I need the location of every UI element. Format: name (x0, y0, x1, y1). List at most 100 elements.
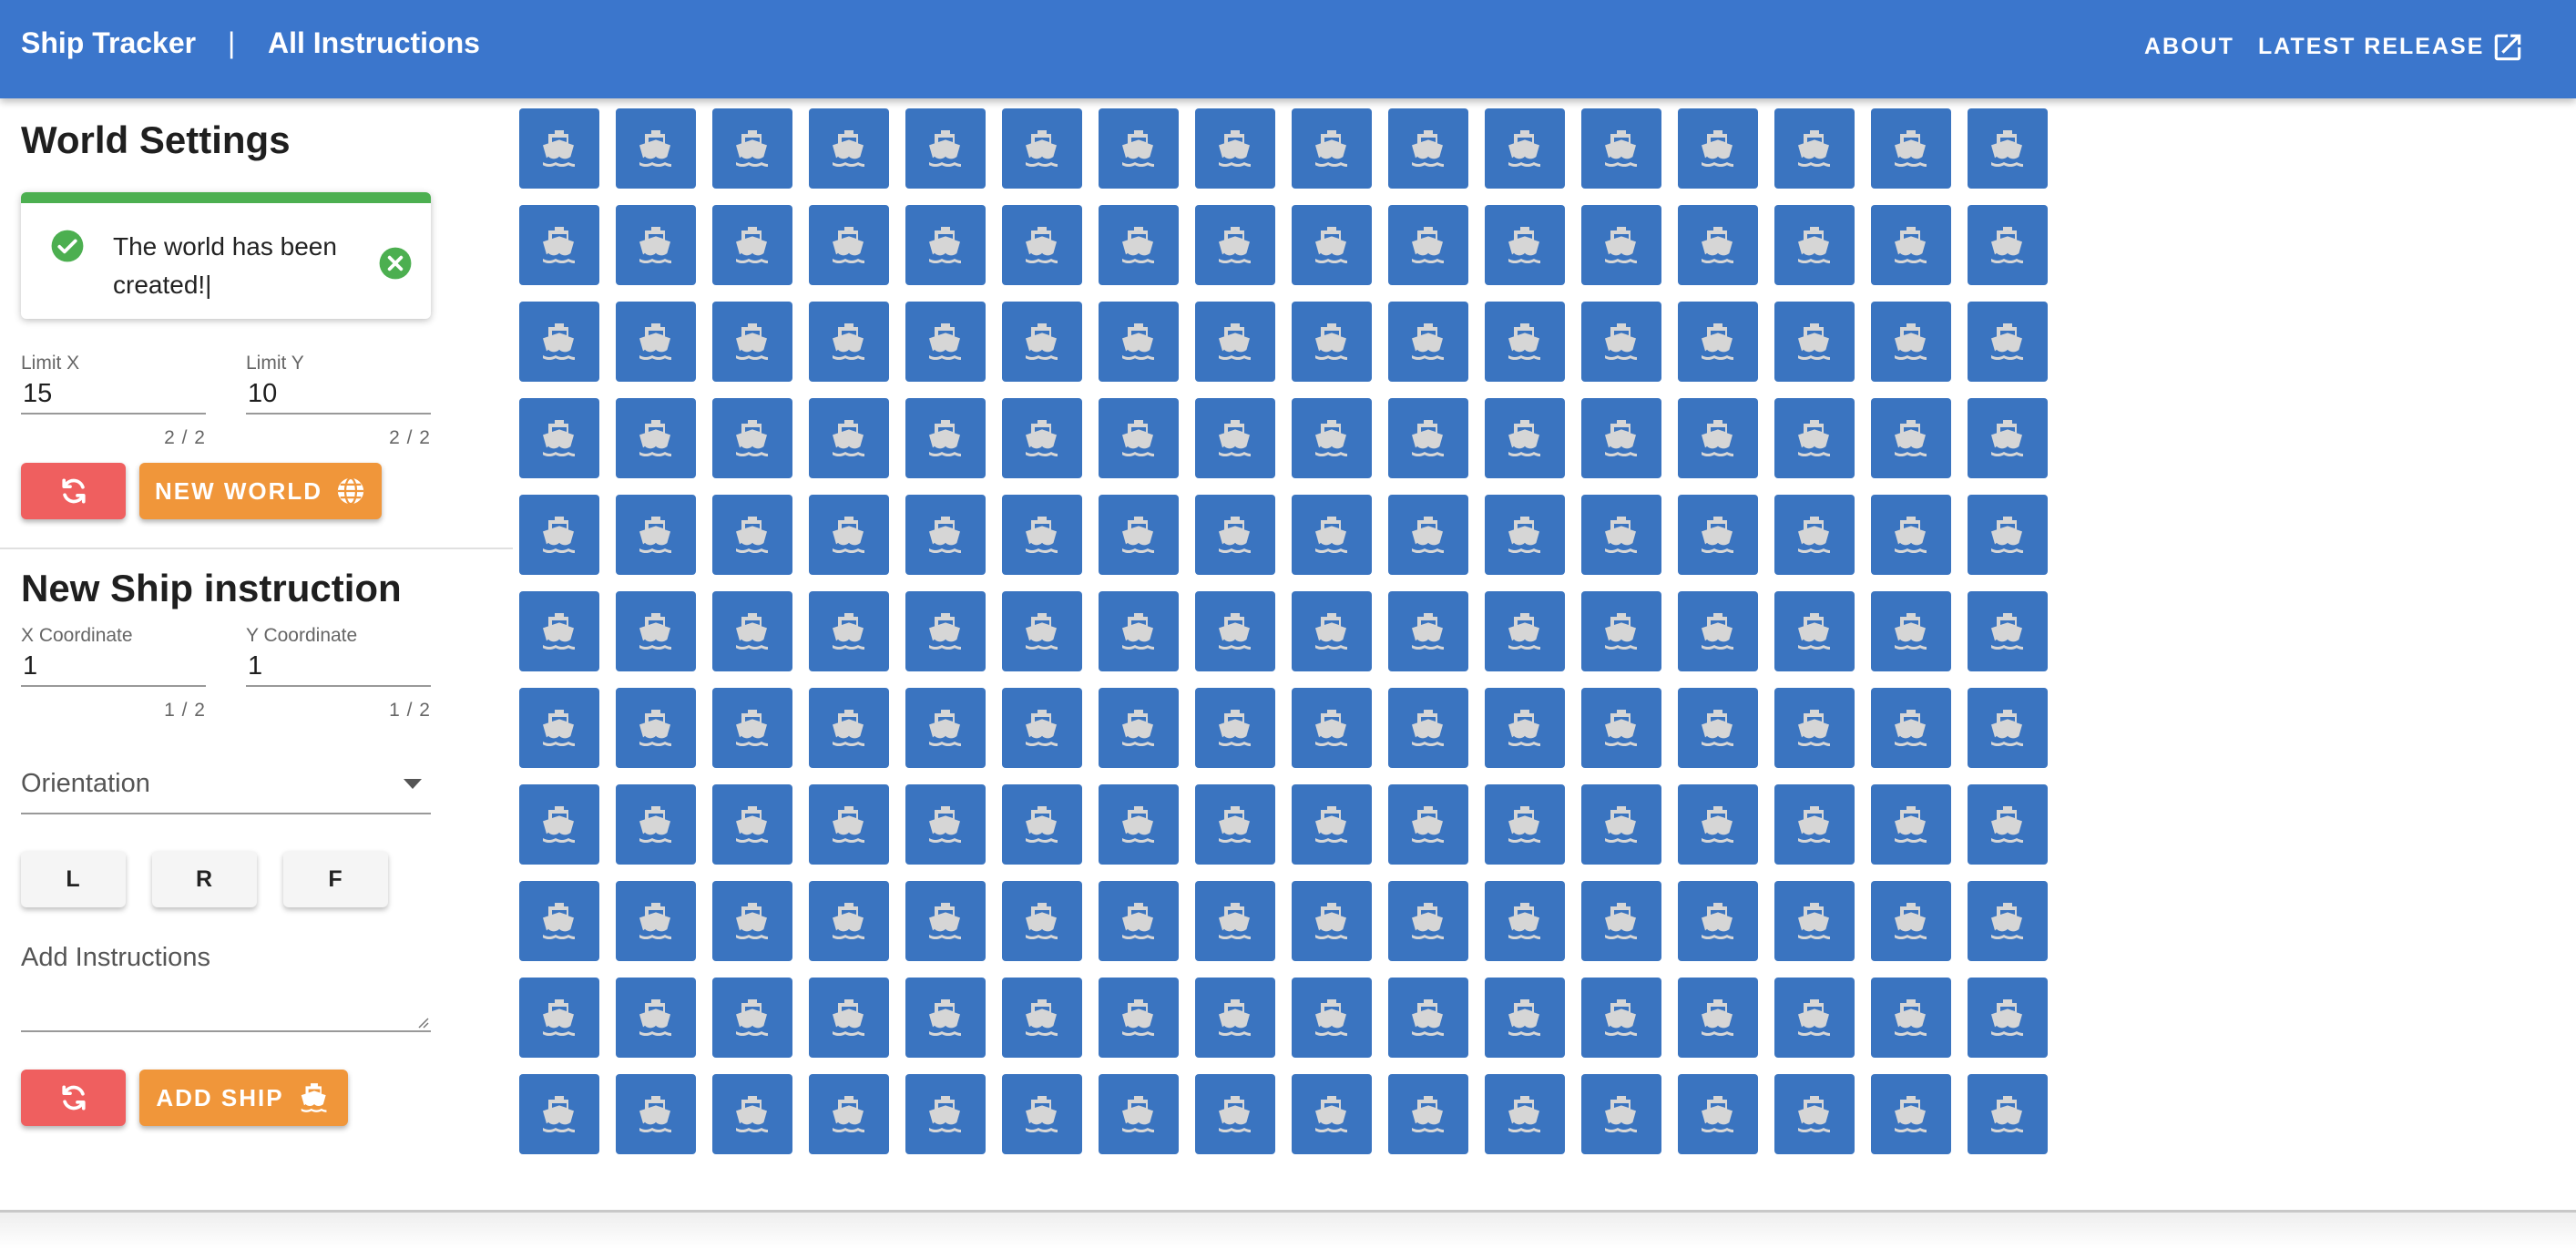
grid-cell[interactable] (1774, 1074, 1855, 1154)
turn-left-button[interactable]: L (21, 851, 126, 907)
grid-cell[interactable] (1485, 495, 1565, 575)
grid-cell[interactable] (1774, 978, 1855, 1058)
grid-cell[interactable] (712, 108, 792, 189)
grid-cell[interactable] (1968, 108, 2048, 189)
grid-cell[interactable] (1871, 495, 1951, 575)
grid-cell[interactable] (1099, 1074, 1179, 1154)
add-ship-button[interactable]: ADD SHIP (139, 1070, 348, 1126)
grid-cell[interactable] (1581, 398, 1661, 478)
grid-cell[interactable] (809, 495, 889, 575)
grid-cell[interactable] (616, 688, 696, 768)
grid-cell[interactable] (1292, 302, 1372, 382)
grid-cell[interactable] (905, 205, 986, 285)
grid-cell[interactable] (616, 205, 696, 285)
grid-cell[interactable] (1871, 784, 1951, 865)
grid-cell[interactable] (809, 978, 889, 1058)
grid-cell[interactable] (1292, 881, 1372, 961)
grid-cell[interactable] (1292, 978, 1372, 1058)
grid-cell[interactable] (1581, 978, 1661, 1058)
grid-cell[interactable] (1099, 108, 1179, 189)
move-forward-button[interactable]: F (283, 851, 388, 907)
grid-cell[interactable] (1195, 881, 1275, 961)
grid-cell[interactable] (1678, 108, 1758, 189)
grid-cell[interactable] (1002, 205, 1082, 285)
grid-cell[interactable] (1388, 108, 1468, 189)
grid-cell[interactable] (1002, 1074, 1082, 1154)
grid-cell[interactable] (1581, 784, 1661, 865)
grid-cell[interactable] (905, 688, 986, 768)
grid-cell[interactable] (1099, 205, 1179, 285)
grid-cell[interactable] (1388, 591, 1468, 671)
grid-cell[interactable] (616, 978, 696, 1058)
grid-cell[interactable] (1871, 881, 1951, 961)
grid-cell[interactable] (1968, 881, 2048, 961)
grid-cell[interactable] (1774, 398, 1855, 478)
grid-cell[interactable] (519, 205, 599, 285)
grid-cell[interactable] (905, 978, 986, 1058)
grid-cell[interactable] (905, 398, 986, 478)
grid-cell[interactable] (1099, 302, 1179, 382)
grid-cell[interactable] (1871, 398, 1951, 478)
grid-cell[interactable] (1292, 495, 1372, 575)
grid-cell[interactable] (1774, 108, 1855, 189)
grid-cell[interactable] (905, 591, 986, 671)
grid-cell[interactable] (1195, 688, 1275, 768)
grid-cell[interactable] (1968, 784, 2048, 865)
grid-cell[interactable] (1871, 302, 1951, 382)
grid-cell[interactable] (809, 398, 889, 478)
limit-y-input[interactable] (246, 374, 431, 415)
grid-cell[interactable] (519, 591, 599, 671)
grid-cell[interactable] (1871, 205, 1951, 285)
grid-cell[interactable] (1485, 881, 1565, 961)
limit-x-input[interactable] (21, 374, 206, 415)
grid-cell[interactable] (519, 784, 599, 865)
grid-cell[interactable] (519, 978, 599, 1058)
grid-cell[interactable] (809, 205, 889, 285)
grid-cell[interactable] (809, 302, 889, 382)
grid-cell[interactable] (1774, 591, 1855, 671)
grid-cell[interactable] (1678, 1074, 1758, 1154)
grid-cell[interactable] (1292, 205, 1372, 285)
grid-cell[interactable] (1002, 881, 1082, 961)
grid-cell[interactable] (1388, 398, 1468, 478)
grid-cell[interactable] (1099, 688, 1179, 768)
grid-cell[interactable] (809, 1074, 889, 1154)
grid-cell[interactable] (1485, 398, 1565, 478)
grid-cell[interactable] (1485, 302, 1565, 382)
grid-cell[interactable] (1581, 495, 1661, 575)
grid-cell[interactable] (1581, 881, 1661, 961)
grid-cell[interactable] (1388, 978, 1468, 1058)
grid-cell[interactable] (1485, 688, 1565, 768)
grid-cell[interactable] (1002, 978, 1082, 1058)
grid-cell[interactable] (905, 784, 986, 865)
grid-cell[interactable] (1388, 784, 1468, 865)
grid-cell[interactable] (1581, 302, 1661, 382)
grid-cell[interactable] (1195, 495, 1275, 575)
grid-cell[interactable] (1099, 398, 1179, 478)
grid-cell[interactable] (712, 881, 792, 961)
grid-cell[interactable] (519, 881, 599, 961)
grid-cell[interactable] (712, 398, 792, 478)
grid-cell[interactable] (616, 784, 696, 865)
brand-title[interactable]: Ship Tracker (21, 26, 197, 59)
grid-cell[interactable] (1099, 591, 1179, 671)
grid-cell[interactable] (809, 108, 889, 189)
grid-cell[interactable] (1099, 784, 1179, 865)
grid-cell[interactable] (1871, 688, 1951, 768)
grid-cell[interactable] (1388, 688, 1468, 768)
grid-cell[interactable] (1099, 495, 1179, 575)
grid-cell[interactable] (809, 784, 889, 865)
grid-cell[interactable] (1292, 591, 1372, 671)
grid-cell[interactable] (1581, 205, 1661, 285)
grid-cell[interactable] (1099, 881, 1179, 961)
grid-cell[interactable] (712, 591, 792, 671)
grid-cell[interactable] (1968, 1074, 2048, 1154)
grid-cell[interactable] (1678, 398, 1758, 478)
grid-cell[interactable] (1774, 205, 1855, 285)
grid-cell[interactable] (1678, 688, 1758, 768)
grid-cell[interactable] (809, 688, 889, 768)
grid-cell[interactable] (1485, 978, 1565, 1058)
grid-cell[interactable] (1485, 784, 1565, 865)
grid-cell[interactable] (1968, 591, 2048, 671)
grid-cell[interactable] (1485, 205, 1565, 285)
